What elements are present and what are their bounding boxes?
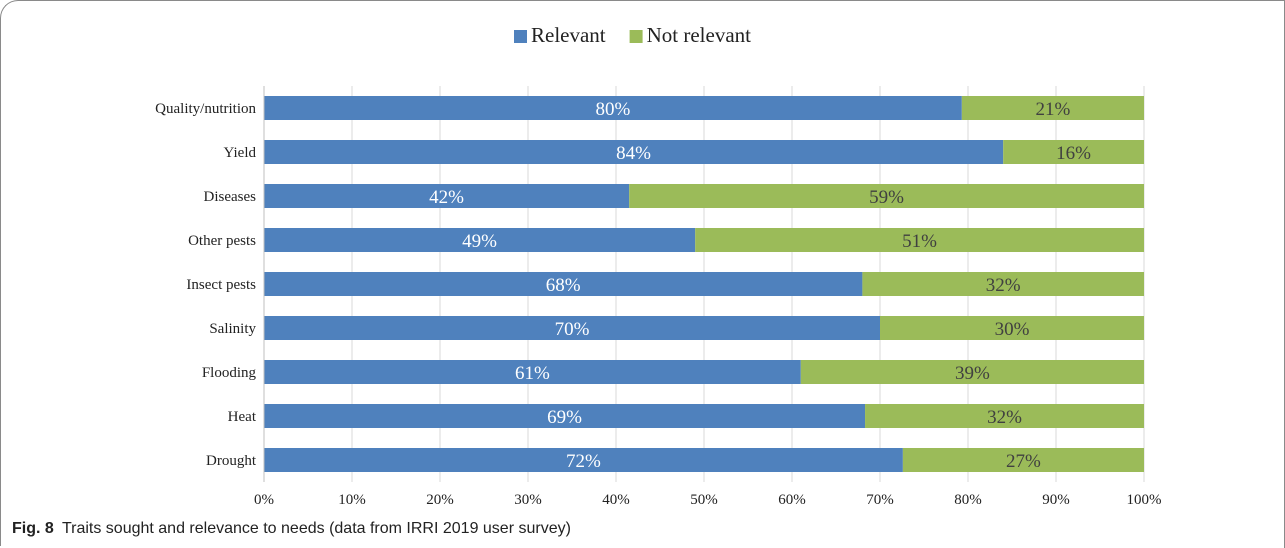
bar-relevant [264, 448, 903, 472]
figure-caption-text: Traits sought and relevance to needs (da… [61, 520, 571, 537]
bar-not-relevant [902, 448, 1144, 472]
category-label: Other pests [188, 233, 256, 249]
x-tick-label: 50% [690, 492, 718, 508]
data-label-relevant: 69% [547, 407, 582, 428]
data-label-relevant: 42% [429, 187, 464, 208]
bar-not-relevant [800, 360, 1144, 384]
data-label-not-relevant: 32% [986, 275, 1021, 296]
bar-relevant [264, 96, 962, 120]
x-tick-label: 80% [954, 492, 982, 508]
category-label: Diseases [204, 189, 257, 205]
category-label: Flooding [202, 365, 257, 381]
data-label-relevant: 70% [555, 319, 590, 340]
data-label-relevant: 80% [596, 99, 631, 120]
data-label-not-relevant: 30% [995, 319, 1030, 340]
bar-relevant [264, 316, 880, 340]
bar-relevant [264, 272, 863, 296]
x-tick-label: 60% [778, 492, 806, 508]
bar-not-relevant [862, 272, 1144, 296]
data-label-relevant: 84% [616, 143, 651, 164]
figure-label: Fig. 8 [12, 520, 54, 537]
legend-label: Not relevant [647, 23, 752, 47]
x-tick-label: 100% [1127, 492, 1162, 508]
bar-relevant [264, 228, 696, 252]
category-label: Insect pests [186, 277, 256, 293]
data-label-not-relevant: 21% [1036, 99, 1071, 120]
data-label-not-relevant: 32% [987, 407, 1022, 428]
x-tick-label: 70% [866, 492, 894, 508]
x-tick-label: 0% [254, 492, 274, 508]
data-label-relevant: 72% [566, 451, 601, 472]
data-label-relevant: 49% [462, 231, 497, 252]
bar-not-relevant [880, 316, 1144, 340]
data-label-relevant: 61% [515, 363, 550, 384]
x-tick-label: 40% [602, 492, 630, 508]
legend-swatch [514, 30, 527, 43]
data-label-relevant: 68% [546, 275, 581, 296]
bar-not-relevant [961, 96, 1144, 120]
x-tick-label: 90% [1042, 492, 1070, 508]
x-tick-label: 10% [338, 492, 366, 508]
data-label-not-relevant: 27% [1006, 451, 1041, 472]
bar-relevant [264, 184, 630, 208]
data-label-not-relevant: 51% [902, 231, 937, 252]
bar-relevant [264, 360, 801, 384]
bar-not-relevant [865, 404, 1144, 428]
legend-swatch [629, 30, 643, 43]
bar-not-relevant [695, 228, 1144, 252]
bar-not-relevant [1003, 140, 1144, 164]
data-label-not-relevant: 16% [1056, 143, 1091, 164]
legend-label: Relevant [531, 23, 606, 47]
bar-not-relevant [629, 184, 1144, 208]
figure-caption: Fig. 8 Traits sought and relevance to ne… [12, 520, 571, 538]
category-label: Heat [228, 409, 257, 425]
category-label: Yield [224, 145, 257, 161]
bar-relevant [264, 404, 866, 428]
x-tick-label: 20% [426, 492, 454, 508]
bar-relevant [264, 140, 1004, 164]
category-label: Drought [206, 453, 257, 469]
category-label: Salinity [209, 321, 256, 337]
x-tick-label: 30% [514, 492, 542, 508]
data-label-not-relevant: 39% [955, 363, 990, 384]
data-label-not-relevant: 59% [869, 187, 904, 208]
category-label: Quality/nutrition [155, 101, 256, 117]
